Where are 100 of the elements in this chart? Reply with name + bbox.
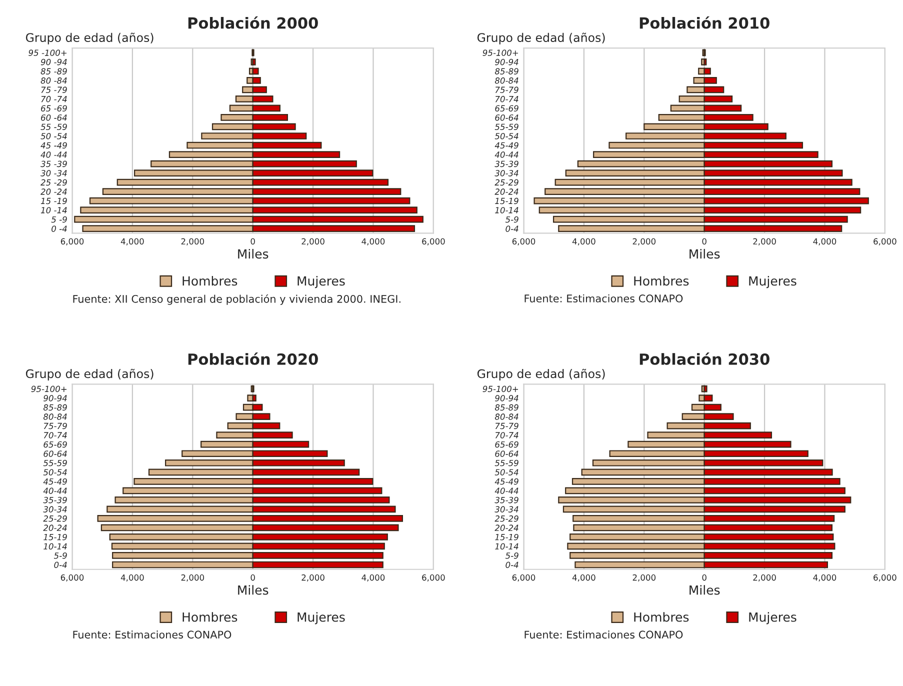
y-tick-label: 35-39	[494, 496, 518, 504]
y-tick-label: 90-94	[495, 395, 518, 402]
bar	[252, 68, 259, 75]
x-tick-label: 4,000	[572, 238, 596, 246]
y-axis-title: Grupo de edad (años)	[26, 32, 154, 44]
y-tick-label: 15 -19	[40, 198, 67, 204]
y-tick-label: 60 -64	[41, 114, 67, 121]
x-tick-label: 6,000	[512, 238, 536, 246]
x-tick-label: 4,000	[572, 574, 596, 582]
y-tick-label: 0-4	[506, 226, 518, 232]
y-tick-label: 55 -59	[40, 124, 67, 130]
y-tick-label: 85-89	[494, 404, 518, 411]
x-tick-label: 6,000	[874, 238, 896, 246]
y-tick-label: 65-69	[44, 441, 67, 448]
y-tick-label: 40-44	[494, 488, 518, 494]
x-tick-label: 2,000	[753, 574, 776, 582]
chart-title: Población 2000	[188, 16, 318, 29]
y-tick-label: 80-84	[494, 77, 518, 84]
y-tick-label: 45-49	[43, 478, 67, 485]
y-tick-label: 20 -24	[40, 188, 67, 195]
y-tick-label: 60-64	[44, 450, 67, 457]
y-tick-label: 30 -34	[40, 170, 67, 176]
y-tick-label: 5-9	[54, 552, 67, 559]
legend-label: Mujeres	[298, 612, 345, 624]
x-tick-label: 2,000	[632, 238, 656, 246]
y-tick-label: 35-39	[494, 160, 518, 168]
y-tick-label: 75-79	[495, 86, 518, 93]
y-tick-label: 65 -69	[41, 105, 67, 112]
y-tick-label: 15-19	[495, 198, 518, 204]
y-tick-label: 70-74	[495, 96, 518, 102]
x-tick-label: 2,000	[753, 238, 776, 246]
y-tick-label: 15-19	[44, 534, 67, 540]
y-tick-label: 45-49	[494, 142, 518, 149]
x-tick-label: 4,000	[813, 238, 836, 246]
y-tick-label: 60-64	[495, 450, 518, 457]
y-tick-label: 5-9	[505, 216, 518, 223]
y-tick-label: 95-100+	[482, 386, 518, 392]
y-tick-label: 50 -54	[40, 132, 67, 140]
y-tick-label: 55-59	[43, 460, 67, 466]
y-tick-label: 85-89	[494, 68, 518, 74]
x-axis-title: Miles	[238, 585, 268, 595]
x-tick-label: 0	[702, 574, 706, 581]
y-tick-label: 40-44	[494, 152, 518, 158]
x-tick-label: 4,000	[362, 574, 385, 582]
y-tick-label: 95 -100+	[28, 50, 66, 56]
x-axis-title: Miles	[238, 248, 268, 259]
y-tick-label: 50-54	[494, 469, 518, 476]
x-tick-label: 2,000	[302, 574, 324, 582]
y-tick-label: 30-34	[494, 506, 518, 512]
x-axis-title: Miles	[690, 248, 720, 259]
legend-label: Mujeres	[749, 612, 796, 624]
y-tick-label: 30-34	[43, 506, 67, 512]
y-tick-label: 50-54	[494, 132, 518, 140]
y-tick-label: 70 -74	[41, 96, 67, 102]
x-tick-label: 0	[250, 238, 255, 245]
y-tick-label: 20-24	[494, 524, 518, 531]
y-tick-label: 25 -29	[40, 179, 67, 186]
source-note: Fuente: Estimaciones CONAPO	[524, 630, 683, 639]
x-tick-label: 4,000	[362, 238, 385, 246]
y-tick-label: 20-24	[494, 188, 518, 195]
y-tick-label: 35 -39	[40, 160, 67, 168]
x-tick-label: 0	[702, 238, 706, 245]
x-tick-label: 6,000	[60, 238, 84, 246]
x-axis-title: Miles	[690, 585, 720, 595]
x-tick-label: 6,000	[874, 574, 896, 582]
x-tick-label: 4,000	[120, 238, 144, 246]
y-tick-label: 0-4	[506, 562, 518, 568]
y-tick-label: 70-74	[44, 432, 67, 438]
y-tick-label: 95-100+	[482, 50, 518, 56]
y-tick-label: 55-59	[494, 124, 518, 130]
bar	[252, 58, 256, 66]
y-tick-label: 90-94	[44, 395, 67, 402]
legend-label: Hombres	[182, 612, 238, 622]
y-tick-label: 80 -84	[40, 77, 67, 84]
y-tick-label: 70-74	[495, 432, 518, 438]
y-tick-label: 85 -89	[40, 68, 67, 74]
y-axis-title: Grupo de edad (años)	[477, 368, 605, 380]
chart-title: Población 2030	[640, 352, 770, 365]
y-tick-label: 65-69	[495, 105, 518, 112]
x-tick-label: 0	[250, 574, 255, 581]
y-tick-label: 5-9	[505, 552, 518, 559]
bar	[704, 385, 708, 392]
y-tick-label: 75 -79	[41, 86, 67, 93]
y-tick-label: 80-84	[494, 414, 518, 420]
y-tick-label: 45-49	[494, 478, 518, 485]
y-tick-label: 35-39	[43, 496, 67, 504]
bar	[247, 394, 254, 402]
legend-label: Hombres	[634, 612, 689, 622]
chart-title: Población 2020	[188, 352, 318, 365]
chart-title: Población 2010	[640, 16, 770, 29]
y-tick-label: 40-44	[43, 488, 67, 494]
source-note: Fuente: Estimaciones CONAPO	[524, 294, 683, 302]
x-tick-label: 2,000	[302, 238, 324, 246]
y-tick-label: 45 -49	[40, 142, 67, 149]
y-tick-label: 25-29	[494, 179, 518, 186]
y-axis-title: Grupo de edad (años)	[477, 32, 605, 44]
y-tick-label: 30-34	[494, 170, 518, 176]
y-tick-label: 10-14	[495, 543, 518, 550]
y-tick-label: 15-19	[495, 534, 518, 540]
y-tick-label: 20-24	[43, 524, 67, 531]
